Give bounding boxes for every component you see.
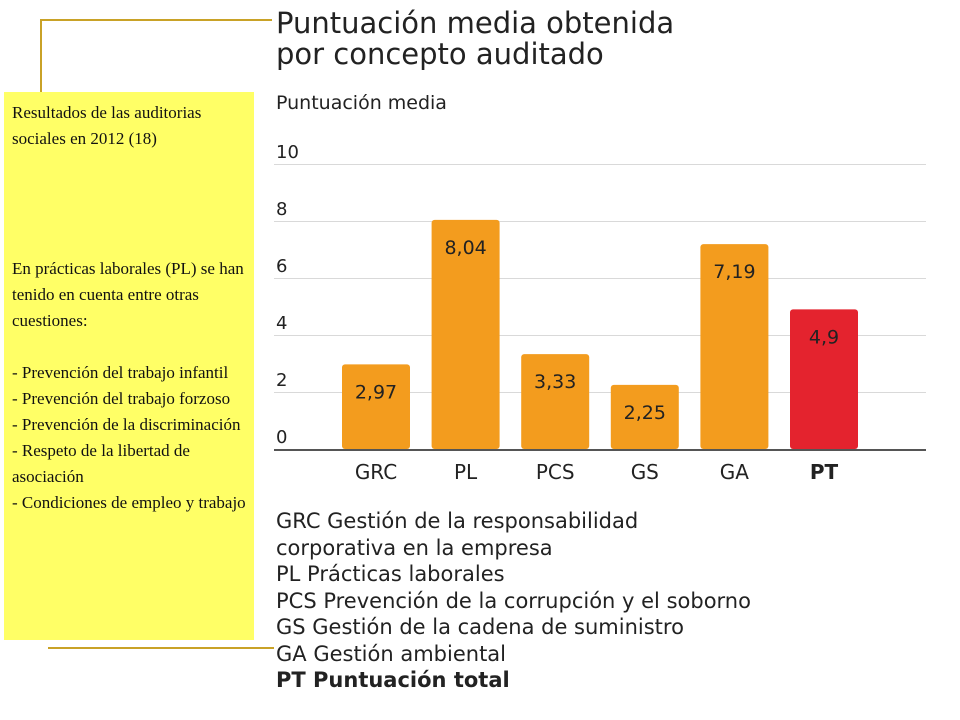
legend-entry: corporativa en la empresa	[276, 535, 553, 560]
chart-title: Puntuación media obtenida por concepto a…	[276, 8, 674, 70]
x-tick-label: GA	[720, 460, 749, 484]
x-tick-label: PT	[810, 460, 839, 484]
legend-entry: GA Gestión ambiental	[276, 641, 507, 666]
sidebar-item: - Condiciones de empleo y trabajo	[12, 493, 246, 512]
y-tick-label: 8	[276, 199, 287, 220]
data-label: 3,33	[534, 371, 576, 393]
sidebar-note-box: Resultados de las auditorias sociales en…	[4, 92, 254, 640]
bar	[342, 364, 410, 449]
data-label: 2,25	[624, 402, 666, 424]
data-label: 7,19	[713, 261, 755, 283]
x-tick-label: GRC	[355, 460, 397, 484]
data-label: 4,9	[809, 326, 839, 348]
sidebar-item: - Prevención del trabajo infantil	[12, 363, 229, 382]
bar	[521, 354, 590, 449]
legend-entry: GRC Gestión de la responsabilidad	[276, 509, 639, 533]
y-tick-label: 2	[276, 370, 287, 391]
bar	[610, 384, 679, 449]
x-tick-label: PL	[454, 460, 478, 484]
x-tick-label: PCS	[536, 460, 575, 484]
y-tick-label: 0	[276, 427, 287, 448]
bar	[790, 309, 858, 449]
data-label: 2,97	[355, 381, 397, 403]
sidebar-item: - Prevención de la discriminación	[12, 415, 241, 434]
legend-entry: PCS Prevención de la corrupción y el sob…	[276, 588, 751, 613]
sidebar-item: - Respeto de la libertad de asociación	[12, 441, 190, 486]
y-tick-label: 10	[276, 142, 299, 163]
frame-line-bottom	[48, 647, 274, 649]
x-tick-label: GS	[631, 460, 659, 484]
sidebar-heading: Resultados de las auditorias sociales en…	[12, 103, 202, 148]
bar	[431, 219, 500, 449]
data-label: 8,04	[444, 237, 486, 259]
sidebar-intro: En prácticas laborales (PL) se han tenid…	[12, 259, 244, 330]
bar-chart: Puntuación media 0 2 4 6 8 10 2,97 GRC 8,04 PL 3,33…	[274, 92, 926, 484]
chart-legend: GRC Gestión de la responsabilidad corpora…	[276, 508, 751, 694]
legend-entry: PL Prácticas laborales	[276, 562, 505, 586]
y-axis-label: Puntuación media	[276, 92, 447, 114]
chart-title-line: Puntuación media obtenida	[276, 6, 675, 40]
bar	[700, 244, 769, 449]
frame-line-top	[40, 19, 272, 21]
legend-entry: PT Puntuación total	[276, 668, 510, 692]
chart-title-line: por concepto auditado	[276, 37, 604, 71]
sidebar-item: - Prevención del trabajo forzoso	[12, 389, 231, 408]
frame-line-left	[40, 19, 42, 92]
y-tick-label: 4	[276, 313, 287, 334]
legend-entry: GS Gestión de la cadena de suministro	[276, 615, 684, 639]
y-tick-label: 6	[276, 256, 287, 277]
